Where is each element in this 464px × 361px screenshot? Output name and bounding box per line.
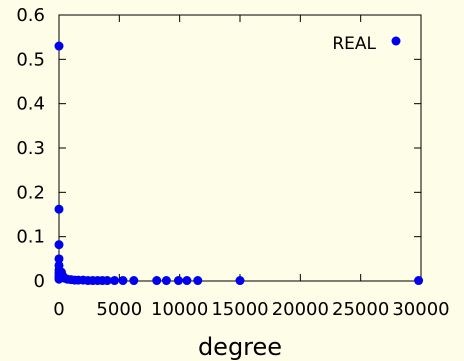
data-point (54, 254, 64, 264)
x-tick-label: 5000 (96, 299, 142, 320)
x-tick-label: 30000 (392, 299, 449, 320)
x-axis: 0 5000 10000 15000 20000 25000 30000 (53, 15, 450, 320)
legend-marker (391, 36, 401, 46)
y-axis: 0 0.1 0.2 0.3 0.4 0.5 0.6 (16, 5, 421, 292)
data-point (235, 276, 245, 286)
data-point (54, 41, 64, 51)
data-points (54, 41, 424, 286)
data-point (118, 276, 128, 286)
data-point (152, 276, 162, 286)
data-point (54, 240, 64, 250)
y-tick-label: 0.6 (16, 5, 45, 26)
data-point (173, 276, 183, 286)
y-tick-label: 0.4 (16, 94, 45, 115)
data-point (54, 204, 64, 214)
y-tick-label: 0.2 (16, 182, 45, 203)
x-axis-title: degree (198, 333, 282, 361)
data-point (193, 276, 203, 286)
x-tick-label: 10000 (151, 299, 208, 320)
data-point (161, 276, 171, 286)
y-tick-label: 0.1 (16, 227, 45, 248)
data-point (414, 276, 424, 286)
data-point (102, 276, 112, 286)
x-tick-label: 15000 (211, 299, 268, 320)
legend-label: REAL (332, 34, 376, 54)
legend: REAL (332, 34, 401, 54)
data-point (129, 276, 139, 286)
x-tick-label: 0 (53, 299, 64, 320)
x-tick-label: 25000 (332, 299, 389, 320)
x-tick-label: 20000 (272, 299, 329, 320)
data-point (110, 276, 120, 286)
y-tick-label: 0 (34, 271, 45, 292)
data-point (182, 276, 192, 286)
y-tick-label: 0.3 (16, 138, 45, 159)
y-tick-label: 0.5 (16, 49, 45, 70)
plot-area (58, 14, 422, 282)
